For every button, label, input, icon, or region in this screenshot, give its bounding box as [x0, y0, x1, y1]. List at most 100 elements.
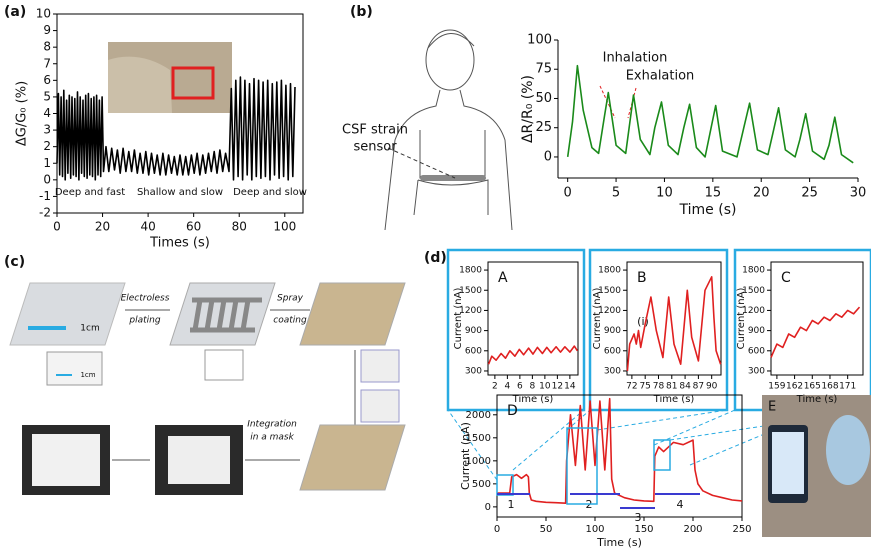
- y-tick-label: 100: [527, 33, 552, 48]
- step-label: coating: [273, 316, 307, 326]
- y-tick-label: 75: [535, 62, 552, 77]
- y-tick-label: 300: [465, 366, 482, 376]
- phone-screen: [772, 432, 804, 494]
- y-tick-label: 900: [465, 326, 482, 336]
- x-tick-label: 30: [850, 186, 867, 201]
- panel-label: (a): [4, 4, 26, 20]
- y-axis-label: Current (nA): [592, 288, 603, 350]
- x-tick-label: 0: [53, 220, 61, 234]
- y-tick-label: -2: [39, 206, 51, 220]
- x-tick-label: 171: [839, 382, 856, 392]
- photo-label: E: [768, 400, 776, 415]
- y-tick-label: 2: [43, 139, 51, 153]
- y-tick-label: 50: [535, 91, 552, 106]
- x-tick-label: 159: [768, 382, 785, 392]
- x-tick-label: 10: [539, 382, 551, 392]
- x-tick-label: 12: [552, 382, 563, 392]
- y-tick-label: 9: [43, 23, 51, 37]
- y-tick-label: 1500: [459, 286, 482, 296]
- zoom-box: [566, 427, 598, 505]
- y-tick-label: 300: [748, 366, 765, 376]
- step-label: Integration: [247, 420, 297, 430]
- y-tick-label: 1200: [742, 306, 765, 316]
- plot-title: B: [637, 270, 647, 286]
- y-tick-label: 900: [748, 326, 765, 336]
- annotation: 4: [677, 498, 684, 511]
- step-label: Electroless: [121, 294, 170, 304]
- data-line: [497, 397, 743, 504]
- photo: [360, 349, 400, 383]
- annotation: Inhalation: [603, 51, 668, 66]
- y-tick-label: 1800: [742, 266, 765, 276]
- panel-label: (d): [424, 250, 447, 266]
- y-tick-label: 1800: [459, 266, 482, 276]
- step-label: plating: [128, 316, 160, 326]
- y-tick-label: 6: [43, 73, 51, 87]
- x-tick-label: 0: [494, 524, 500, 535]
- annotation: Deep and slow: [233, 187, 307, 198]
- y-tick-label: 1500: [466, 433, 491, 444]
- x-tick-label: 87: [693, 382, 704, 392]
- y-tick-label: 500: [472, 479, 491, 490]
- sensor-label: CSF strain: [342, 123, 408, 138]
- data-line: [770, 306, 861, 358]
- annotation: Deep and fast: [55, 187, 125, 198]
- x-tick-label: 84: [679, 382, 691, 392]
- substrate: [9, 282, 126, 346]
- photo: [360, 389, 400, 423]
- coated-substrate: [299, 424, 406, 491]
- x-tick-label: 2: [492, 382, 498, 392]
- plot-title: C: [781, 270, 791, 286]
- electrode: [190, 297, 262, 333]
- plot-title: D: [507, 403, 518, 419]
- step-label: in a mask: [250, 433, 294, 443]
- photo: [204, 349, 244, 381]
- x-axis-label: Time (s): [653, 394, 695, 405]
- scale-label: 1cm: [80, 324, 99, 334]
- x-tick-label: 200: [683, 524, 702, 535]
- y-tick-label: 1200: [598, 306, 621, 316]
- data-line: [487, 345, 579, 365]
- x-axis-label: Time (s): [596, 536, 642, 549]
- x-tick-label: 72: [626, 382, 637, 392]
- plot-frame: [487, 261, 579, 376]
- y-tick-label: 1: [43, 156, 51, 170]
- x-tick-label: 90: [706, 382, 718, 392]
- photo-shading: [108, 56, 172, 113]
- y-tick-label: 8: [43, 40, 51, 54]
- annotation: Exhalation: [626, 69, 695, 84]
- x-tick-label: 10: [656, 186, 673, 201]
- panel-label: (c): [4, 254, 25, 270]
- y-tick-label: 3: [43, 123, 51, 137]
- face-mask: [826, 415, 870, 485]
- data-line: [626, 276, 722, 372]
- sensor-label: sensor: [353, 140, 397, 155]
- x-tick-label: 4: [505, 382, 511, 392]
- x-axis-label: Time (s): [679, 202, 737, 218]
- annotation: 3: [635, 511, 642, 524]
- y-tick-label: 1000: [466, 456, 491, 467]
- diagram: 1cm 1cm Electroless plating Spray coatin…: [9, 282, 406, 495]
- y-tick-label: 1800: [598, 266, 621, 276]
- step-label: Spray: [277, 294, 304, 304]
- x-tick-label: 60: [186, 220, 201, 234]
- x-tick-label: 0: [564, 186, 572, 201]
- y-axis-label: Current (nA): [736, 288, 747, 350]
- plot-frame: [496, 394, 743, 518]
- y-tick-label: 900: [604, 326, 621, 336]
- y-tick-label: 7: [43, 56, 51, 70]
- x-axis-label: Time (s): [796, 394, 838, 405]
- x-tick-label: 8: [530, 382, 536, 392]
- data-line: [566, 64, 854, 164]
- y-tick-label: 0: [544, 149, 552, 164]
- annotation: Shallow and slow: [137, 187, 223, 198]
- x-tick-label: 100: [585, 524, 604, 535]
- x-tick-label: 50: [540, 524, 553, 535]
- coated-substrate: [299, 282, 406, 346]
- x-tick-label: 75: [639, 382, 650, 392]
- photo: [46, 351, 103, 386]
- x-tick-label: 78: [653, 382, 665, 392]
- y-tick-label: 0: [43, 172, 51, 186]
- x-tick-label: 162: [786, 382, 803, 392]
- x-tick-label: 25: [801, 186, 818, 201]
